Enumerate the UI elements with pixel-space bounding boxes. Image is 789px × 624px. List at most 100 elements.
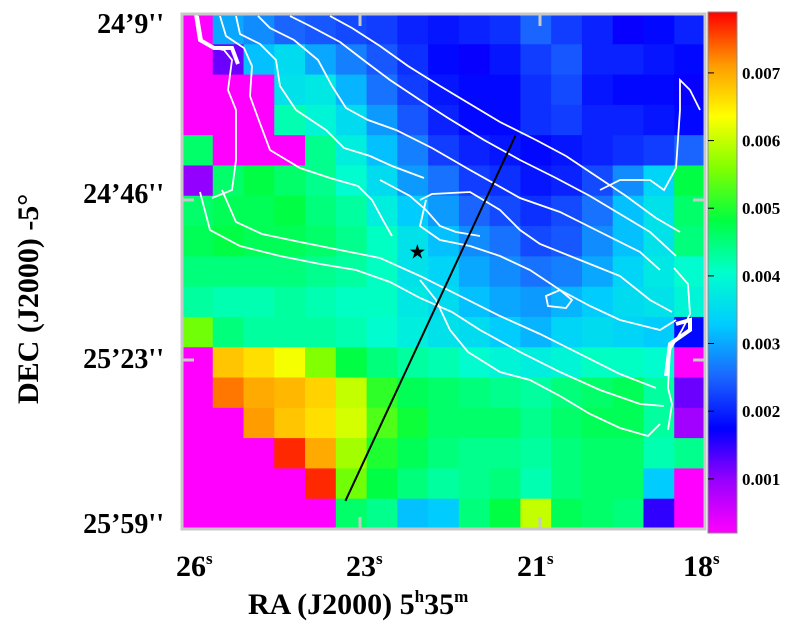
heatmap-cell	[643, 438, 675, 470]
heatmap-cell	[305, 44, 337, 76]
heatmap-cell	[458, 14, 491, 45]
heatmap-cell	[366, 256, 398, 288]
heatmap-cell	[489, 14, 522, 45]
heatmap-cell	[489, 74, 522, 106]
heatmap-cell	[428, 44, 460, 76]
heatmap-cell	[182, 407, 214, 439]
heatmap-cell	[335, 104, 368, 136]
heatmap-cell	[212, 256, 245, 288]
heatmap-cell	[551, 468, 583, 500]
y-tick-label: 25’59''	[83, 509, 164, 540]
heatmap-cell	[428, 377, 460, 409]
heatmap-cell	[243, 256, 275, 288]
y-tick-label: 24’9''	[97, 9, 164, 40]
heatmap-cell	[551, 316, 583, 348]
contour-line	[329, 15, 681, 233]
colorbar-ticks: 0.007 0.006 0.005 0.004 0.003 0.002 0.001	[708, 64, 781, 489]
heatmap-cell	[212, 347, 245, 379]
mask-boundary	[194, 13, 692, 377]
heatmap-cell	[428, 104, 460, 136]
heatmap-cell	[581, 14, 614, 45]
heatmap-cell	[182, 347, 214, 379]
heatmap-cell	[397, 256, 429, 288]
heatmap-cell	[489, 498, 522, 530]
heatmap-cell	[428, 347, 460, 379]
heatmap-cell	[458, 468, 491, 500]
heatmap-cell	[274, 438, 306, 470]
heatmap-cell	[212, 104, 245, 136]
heatmap-cell	[489, 407, 522, 439]
heatmap-cell	[182, 74, 214, 106]
heatmap-cell	[643, 195, 675, 227]
heatmap-cell	[397, 498, 429, 530]
heatmap-cell	[581, 438, 614, 470]
heatmap-cell	[397, 135, 429, 167]
heatmap-cell	[335, 286, 368, 318]
heatmap-cell	[182, 498, 214, 530]
heatmap-cell	[520, 14, 552, 45]
heatmap-cell	[182, 44, 214, 76]
heatmap-cell	[182, 104, 214, 136]
heatmap-cell	[274, 498, 306, 530]
heatmap-cell	[612, 135, 645, 167]
heatmap-cell	[305, 468, 337, 500]
heatmap-cell	[520, 347, 552, 379]
heatmap-cell	[305, 74, 337, 106]
heatmap-cell	[243, 347, 275, 379]
heatmap-cell	[520, 165, 552, 197]
heatmap-cell	[335, 407, 368, 439]
heatmap-cell	[612, 498, 645, 530]
heatmap-cell	[335, 377, 368, 409]
svg-text:26s: 26s	[176, 549, 213, 583]
heatmap-cell	[274, 468, 306, 500]
heatmap-cell	[397, 286, 429, 318]
star-marker: ★	[408, 239, 426, 263]
heatmap-cell	[643, 256, 675, 288]
heatmap-cell	[489, 44, 522, 76]
contour-line	[544, 288, 574, 309]
heatmap-cell	[274, 407, 306, 439]
colorbar-tick-label: 0.003	[742, 335, 780, 354]
contour-line	[219, 15, 393, 237]
heatmap-cell	[643, 498, 675, 530]
heatmap-cell	[489, 377, 522, 409]
heatmap-cell	[397, 347, 429, 379]
heatmap-cell	[458, 226, 491, 257]
heatmap-cell	[243, 195, 275, 227]
heatmap-cell	[489, 256, 522, 288]
heatmap-cell	[366, 498, 398, 530]
heatmap-cell	[458, 438, 491, 470]
heatmap-cell	[212, 135, 245, 167]
heatmap-cell	[612, 44, 645, 76]
heatmap-cell	[581, 74, 614, 106]
heatmap-cell	[366, 438, 398, 470]
heatmap-cell	[305, 498, 337, 530]
heatmap-cell	[305, 165, 337, 197]
heatmap-cell	[551, 438, 583, 470]
axis-tick-marks	[182, 14, 705, 529]
heatmap-cell	[643, 14, 675, 45]
heatmap-cell	[397, 407, 429, 439]
heatmap-cell	[551, 165, 583, 197]
heatmap-cell	[397, 468, 429, 500]
heatmap-cell	[335, 195, 368, 227]
heatmap-cell	[458, 256, 491, 288]
heatmap-cell	[212, 195, 245, 227]
heatmap-cell	[243, 468, 275, 500]
heatmap-cell	[489, 226, 522, 257]
heatmap-cell	[458, 377, 491, 409]
heatmap-cell	[428, 14, 460, 45]
heatmap-cell	[182, 256, 214, 288]
heatmap-cell	[335, 468, 368, 500]
heatmap-cell	[212, 498, 245, 530]
heatmap-cell	[674, 347, 706, 379]
heatmap-cell	[243, 377, 275, 409]
heatmap-cell	[458, 498, 491, 530]
heatmap-cell	[581, 135, 614, 167]
heatmap-cell	[581, 468, 614, 500]
heatmap-cell	[305, 14, 337, 45]
heatmap-cell	[551, 226, 583, 257]
heatmap-cell	[212, 468, 245, 500]
svg-text:23s: 23s	[346, 549, 383, 583]
heatmap-cell	[612, 195, 645, 227]
